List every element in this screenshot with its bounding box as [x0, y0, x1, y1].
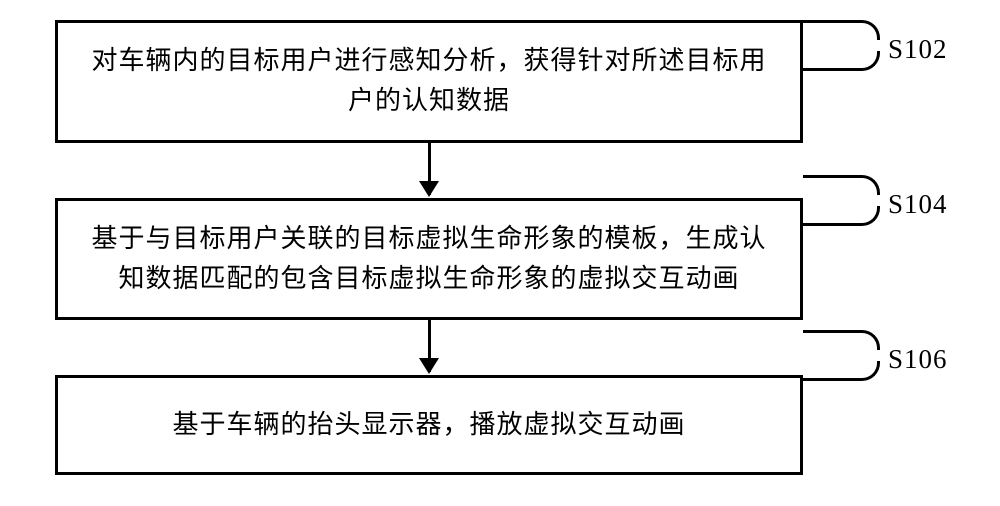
connector-s104-bottom [803, 206, 880, 226]
step-label-s104: S104 [888, 189, 948, 220]
step-label-s102: S102 [888, 34, 948, 65]
step-text-s106: 基于车辆的抬头显示器，播放虚拟交互动画 [172, 405, 685, 445]
flowchart-container: 对车辆内的目标用户进行感知分析，获得针对所述目标用户的认知数据 S102 基于与… [55, 20, 945, 475]
connector-s102-bottom [803, 51, 880, 71]
arrow-1 [428, 143, 431, 195]
connector-s102-top [803, 20, 880, 40]
arrow-gap-1 [55, 143, 803, 198]
step-box-s106: 基于车辆的抬头显示器，播放虚拟交互动画 [55, 375, 803, 475]
arrow-2 [428, 320, 431, 372]
connector-s106-bottom [803, 361, 880, 381]
arrow-gap-2 [55, 320, 803, 375]
step-box-s104: 基于与目标用户关联的目标虚拟生命形象的模板，生成认知数据匹配的包含目标虚拟生命形… [55, 198, 803, 321]
step-box-s102: 对车辆内的目标用户进行感知分析，获得针对所述目标用户的认知数据 [55, 20, 803, 143]
connector-s104-top [803, 175, 880, 195]
step-label-s106: S106 [888, 344, 948, 375]
step-text-s102: 对车辆内的目标用户进行感知分析，获得针对所述目标用户的认知数据 [88, 41, 770, 122]
connector-s106-top [803, 330, 880, 350]
step-text-s104: 基于与目标用户关联的目标虚拟生命形象的模板，生成认知数据匹配的包含目标虚拟生命形… [88, 219, 770, 300]
